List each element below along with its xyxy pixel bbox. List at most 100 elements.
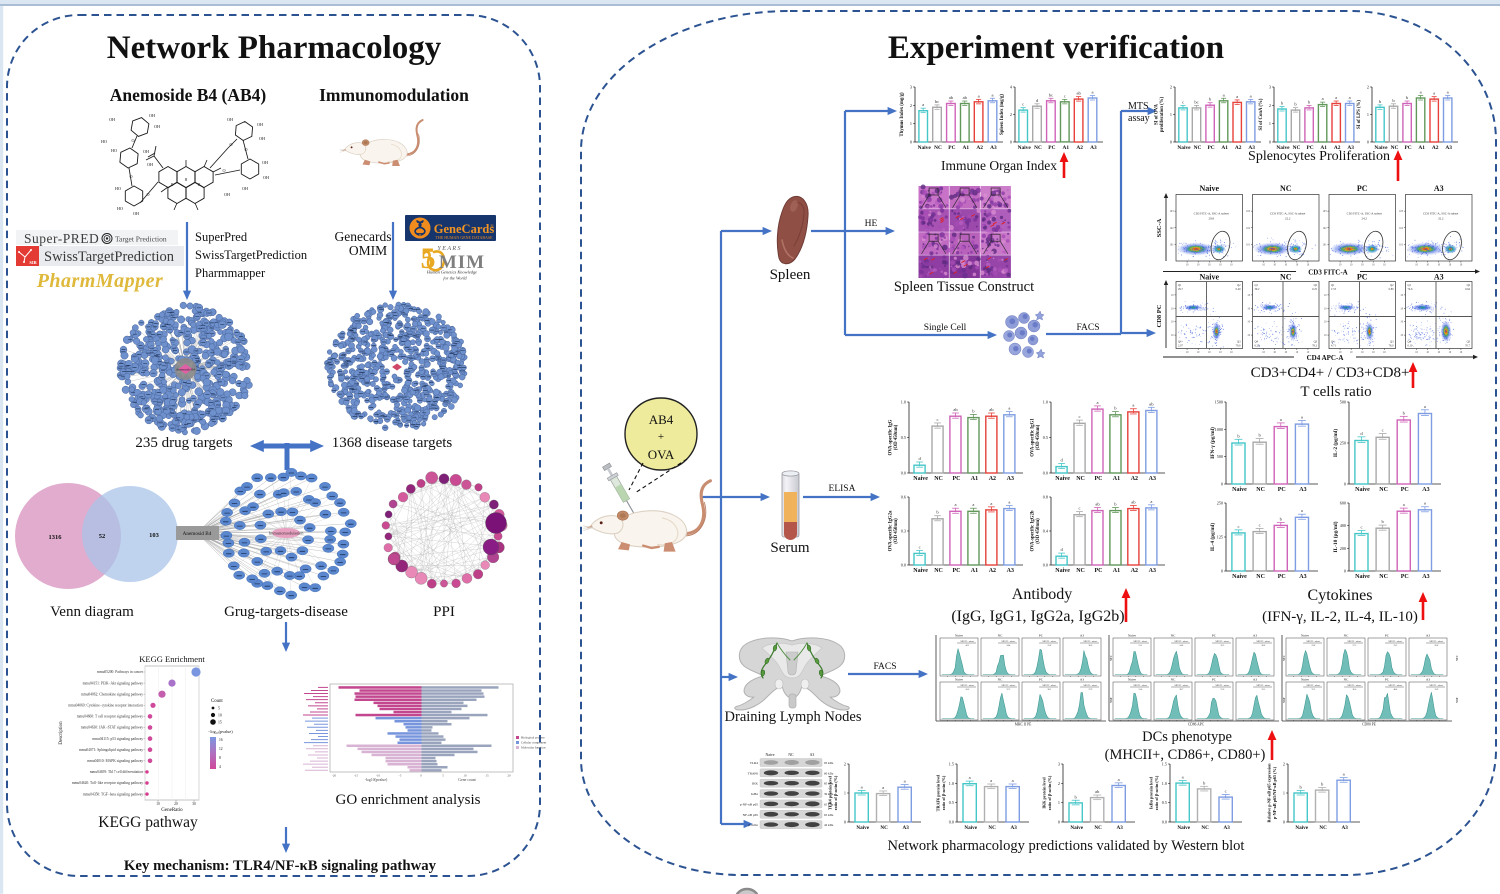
svg-text:a: a — [1008, 500, 1010, 505]
svg-text:DCs phenotype: DCs phenotype — [1142, 729, 1232, 745]
svg-text:ab: ab — [949, 95, 954, 100]
svg-text:T cells ratio: T cells ratio — [1300, 384, 1371, 400]
svg-text:A2: A2 — [1432, 145, 1439, 151]
svg-text:IKK: IKK — [752, 782, 759, 786]
svg-text:26.1: 26.1 — [1047, 689, 1051, 691]
svg-text:2: 2 — [910, 103, 912, 108]
svg-text:HE: HE — [865, 219, 878, 229]
svg-text:PC: PC — [1207, 145, 1214, 151]
svg-text:a: a — [978, 93, 980, 98]
svg-text:22.2: 22.2 — [1285, 217, 1291, 221]
svg-text:a: a — [972, 502, 974, 507]
svg-text:a: a — [1424, 501, 1426, 506]
svg-text:24h: 24h — [1109, 655, 1113, 660]
svg-text:Naive: Naive — [765, 753, 774, 757]
svg-text:GeneCards: GeneCards — [434, 222, 495, 236]
svg-text:A3: A3 — [1080, 678, 1084, 682]
svg-text:NC: NC — [1344, 678, 1349, 682]
svg-text:0: 0 — [844, 820, 846, 825]
svg-text:125: 125 — [1217, 535, 1223, 540]
svg-text:a: a — [1096, 400, 1098, 405]
svg-text:OH: OH — [227, 117, 233, 122]
svg-text:MHCII+ subset: MHCII+ subset — [1348, 685, 1362, 687]
svg-text:Q2: Q2 — [1390, 284, 1394, 287]
svg-text:Serum: Serum — [770, 540, 809, 556]
svg-text:a: a — [1150, 499, 1152, 504]
svg-text:PC: PC — [1278, 487, 1286, 493]
svg-text:Naive: Naive — [913, 476, 928, 482]
svg-text:Spleen: Spleen — [770, 267, 811, 283]
svg-text:78.2: 78.2 — [1312, 345, 1317, 348]
svg-text:Key mechanism: TLR4/NF-κB sign: Key mechanism: TLR4/NF-κB signaling path… — [124, 858, 437, 874]
svg-text:O: O — [131, 138, 134, 143]
svg-text:48h: 48h — [1455, 697, 1459, 702]
svg-text:MHCII+ subset: MHCII+ subset — [1084, 641, 1098, 643]
svg-text:Human Genetics Knowledge: Human Genetics Knowledge — [426, 270, 477, 275]
svg-text:IFN-γ (pg/ml): IFN-γ (pg/ml) — [1209, 427, 1216, 459]
svg-text:mmu04660: T cell receptor sign: mmu04660: T cell receptor signaling path… — [77, 715, 143, 719]
svg-text:A3: A3 — [1007, 568, 1014, 574]
svg-text:MHCII+ subset: MHCII+ subset — [1307, 641, 1321, 643]
svg-text:Grug-targets-disease: Grug-targets-disease — [224, 604, 348, 620]
svg-text:OH: OH — [242, 186, 248, 191]
svg-text:MHCII+ subset: MHCII+ subset — [1307, 685, 1321, 687]
svg-text:MHCII+ subset: MHCII+ subset — [1257, 641, 1271, 643]
svg-text:a: a — [1236, 94, 1238, 99]
svg-text:250: 250 — [1340, 441, 1346, 446]
svg-text:NC: NC — [1171, 634, 1176, 638]
svg-text:O: O — [222, 168, 225, 173]
svg-text:0.0: 0.0 — [901, 563, 906, 568]
svg-text:-20: -20 — [332, 774, 337, 778]
svg-text:500: 500 — [1340, 400, 1346, 405]
svg-text:c: c — [1382, 428, 1384, 433]
svg-text:Immunomodulation: Immunomodulation — [269, 531, 305, 536]
svg-text:MHCII+ subset: MHCII+ subset — [1175, 641, 1189, 643]
svg-text:Immunomodulation: Immunomodulation — [319, 85, 469, 105]
svg-text:37.9: 37.9 — [1088, 689, 1092, 691]
svg-text:250: 250 — [1217, 501, 1223, 506]
svg-text:A1: A1 — [962, 145, 969, 151]
svg-text:5: 5 — [218, 707, 220, 711]
svg-text:CD80 PE: CD80 PE — [1362, 723, 1376, 727]
svg-text:c: c — [1064, 93, 1066, 98]
svg-text:(OD 450nm): (OD 450nm) — [1036, 518, 1041, 544]
svg-text:mmu04062: Chemokine signaling: mmu04062: Chemokine signaling pathway — [81, 692, 143, 696]
svg-text:0: 0 — [1367, 140, 1369, 145]
svg-text:78.0: 78.0 — [1389, 345, 1394, 348]
svg-text:1316: 1316 — [49, 534, 63, 541]
svg-text:OVA-specific IgG1: OVA-specific IgG1 — [1031, 418, 1036, 457]
svg-text:CD86 APC: CD86 APC — [1188, 723, 1205, 727]
svg-text:A1: A1 — [1418, 145, 1425, 151]
svg-text:0.64: 0.64 — [1465, 288, 1470, 291]
svg-text:MHCII+ subset: MHCII+ subset — [1348, 641, 1362, 643]
svg-text:PharmMapper: PharmMapper — [36, 270, 164, 292]
svg-text:for the World: for the World — [443, 276, 467, 281]
svg-text:Naive: Naive — [1301, 634, 1310, 638]
svg-text:500: 500 — [1217, 454, 1223, 459]
svg-text:Network Pharmacology: Network Pharmacology — [107, 30, 442, 66]
svg-text:NF-κB p65: NF-κB p65 — [743, 813, 759, 817]
svg-text:Naive: Naive — [955, 678, 964, 682]
svg-text:10: 10 — [463, 774, 467, 778]
svg-text:0.0: 0.0 — [1043, 471, 1048, 476]
svg-text:SI of ConA (%): SI of ConA (%) — [1259, 98, 1264, 130]
svg-text:IκBα: IκBα — [751, 792, 758, 796]
svg-text:β-actin: β-actin — [749, 823, 759, 827]
svg-text:NC: NC — [1171, 678, 1176, 682]
svg-text:A3: A3 — [1426, 678, 1430, 682]
svg-text:Naive: Naive — [1055, 476, 1070, 482]
svg-text:mmu04350: TGF−beta signaling p: mmu04350: TGF−beta signaling pathway — [83, 792, 143, 796]
svg-text:PC: PC — [1357, 184, 1368, 193]
svg-text:Q1: Q1 — [1408, 284, 1412, 287]
svg-text:NC: NC — [1256, 574, 1265, 580]
svg-text:p-NF-κB p65: p-NF-κB p65 — [740, 802, 758, 806]
svg-text:ab: ab — [1095, 502, 1100, 507]
svg-text:Cellular component: Cellular component — [521, 741, 546, 745]
svg-text:OH: OH — [109, 117, 115, 122]
svg-text:mmu04060: Cytokine−cytokine re: mmu04060: Cytokine−cytokine receptor int… — [68, 704, 143, 708]
svg-text:mmu04151: PI3K−Akt signaling p: mmu04151: PI3K−Akt signaling pathway — [83, 681, 144, 685]
svg-text:mmu05200: Pathways in cancer: mmu05200: Pathways in cancer — [97, 670, 144, 674]
svg-text:235 drug targets: 235 drug targets — [135, 435, 232, 451]
svg-text:ab: ab — [963, 95, 968, 100]
svg-text:+: + — [658, 431, 664, 443]
